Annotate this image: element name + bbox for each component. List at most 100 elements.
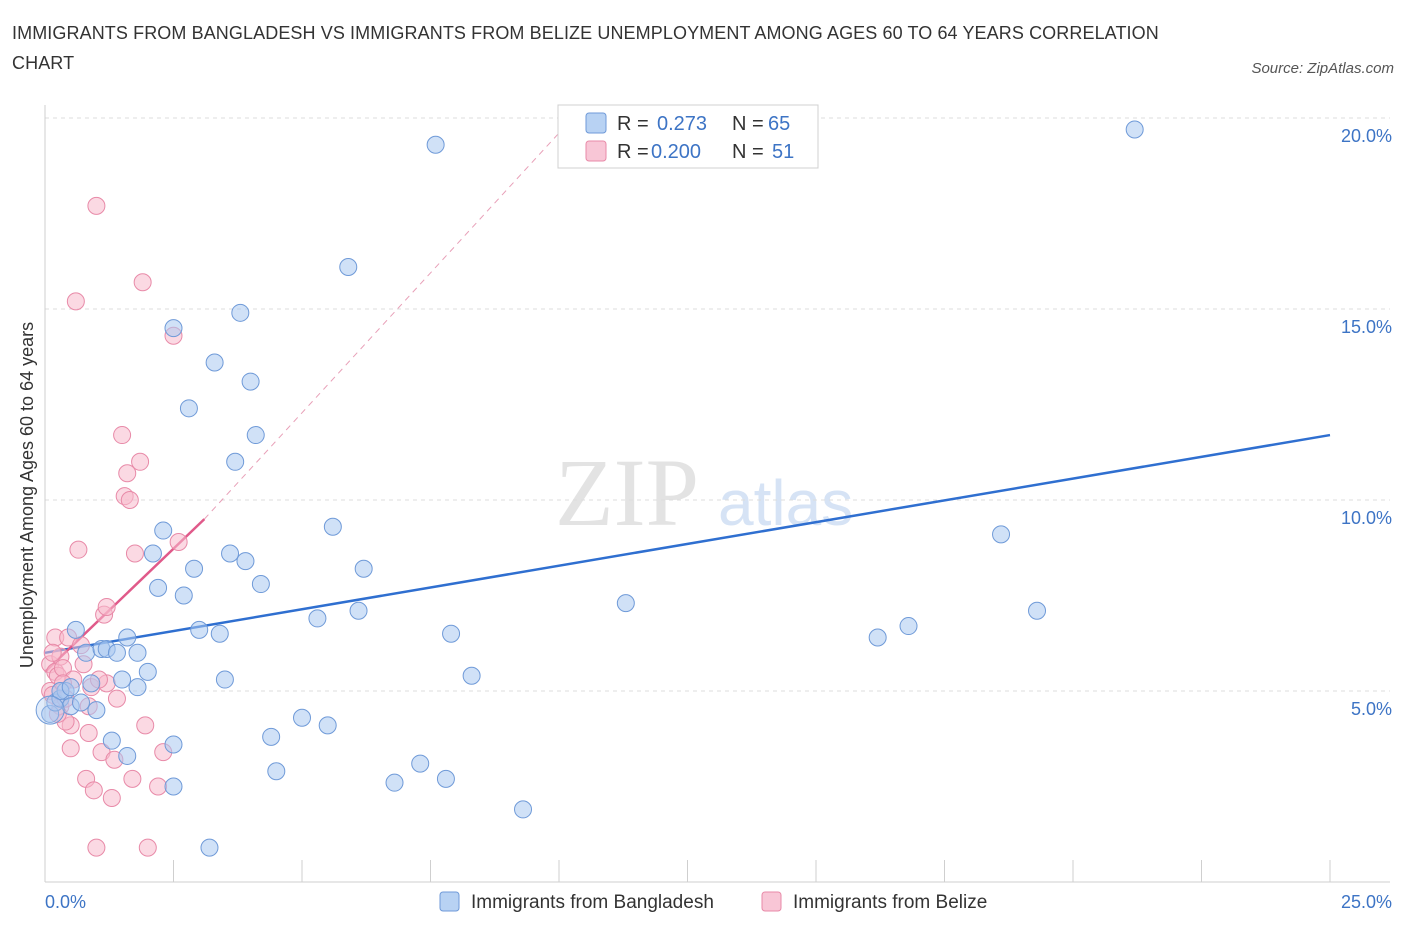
legend-n-label-1: N = — [732, 113, 764, 135]
belize-point-41 — [61, 739, 80, 758]
bangladesh-point-13 — [118, 628, 137, 647]
legend-r-value-1: 0.273 — [657, 113, 707, 135]
bangladesh-point-11 — [107, 643, 126, 662]
belize-point-32 — [125, 544, 144, 563]
bangladesh-point-25 — [185, 559, 204, 578]
chart-source: Source: ZipAtlas.com — [1251, 60, 1394, 77]
bottom-legend: Immigrants from Bangladesh Immigrants fr… — [439, 891, 987, 913]
bangladesh-point-40 — [293, 708, 311, 727]
bangladesh-point-52 — [462, 666, 481, 685]
bangladesh-point-33 — [231, 303, 250, 322]
bangladesh-point-50 — [436, 769, 455, 788]
bangladesh-point-42 — [318, 716, 337, 735]
legend-n-value-1: 65 — [768, 113, 790, 135]
belize-point-43 — [43, 643, 62, 662]
bangladesh-point-15 — [128, 643, 147, 662]
x-tick-label-min: 0.0% — [45, 892, 86, 912]
belize-point-36 — [138, 838, 157, 857]
bangladesh-point-31 — [221, 544, 240, 563]
bangladesh-point-49 — [426, 135, 445, 154]
belize-trend-line-extension — [203, 121, 570, 520]
bangladesh-point-16 — [138, 662, 157, 681]
axes — [44, 105, 1390, 883]
legend-n-label-2: N = — [732, 141, 764, 163]
bangladesh-point-37 — [251, 575, 270, 594]
legend-r-label-2: R = — [617, 141, 649, 163]
bangladesh-point-36 — [246, 426, 265, 445]
legend-n-value-2: 51 — [772, 141, 794, 163]
bangladesh-trend-line — [44, 433, 1331, 655]
bangladesh-point-7 — [82, 674, 101, 693]
bangladesh-point-51 — [442, 624, 461, 643]
bangladesh-point-38 — [262, 727, 281, 746]
bangladesh-point-41 — [308, 609, 327, 628]
bangladesh-point-34 — [236, 552, 255, 571]
bangladesh-point-61 — [71, 693, 90, 712]
bangladesh-point-30 — [215, 670, 234, 689]
bangladesh-point-5 — [66, 620, 85, 639]
bangladesh-point-63 — [118, 746, 137, 765]
bangladesh-point-23 — [174, 586, 193, 605]
belize-point-13 — [66, 292, 85, 311]
bangladesh-point-22 — [164, 319, 183, 338]
belize-point-34 — [133, 273, 152, 292]
belize-point-50 — [120, 491, 139, 509]
bangladesh-point-43 — [323, 517, 342, 536]
y-tick-label-3: 20.0% — [1341, 126, 1392, 146]
belize-point-26 — [102, 788, 121, 807]
bottom-legend-swatch-bangladesh — [439, 891, 460, 912]
bangladesh-point-58 — [1028, 601, 1047, 620]
bangladesh-point-12 — [113, 670, 132, 689]
y-tick-labels: 5.0% 10.0% 15.0% 20.0% — [1341, 126, 1392, 719]
legend-r-label-1: R = — [617, 113, 649, 135]
belize-point-20 — [87, 196, 106, 215]
y-axis-label: Unemployment Among Ages 60 to 64 years — [17, 322, 37, 668]
belize-point-37 — [149, 777, 168, 796]
belize-point-28 — [113, 426, 132, 445]
bangladesh-point-27 — [200, 838, 219, 857]
bangladesh-point-35 — [241, 372, 260, 391]
bangladesh-point-26 — [190, 620, 209, 639]
bangladesh-point-59 — [1125, 120, 1144, 139]
x-tick-labels: 0.0% 25.0% — [45, 892, 1392, 912]
belize-point-47 — [79, 724, 98, 743]
y-tick-label-0: 5.0% — [1351, 699, 1392, 719]
bangladesh-point-64 — [61, 678, 80, 697]
bottom-legend-label-belize: Immigrants from Belize — [793, 892, 987, 913]
bangladesh-point-32 — [226, 452, 245, 471]
bottom-legend-swatch-belize — [761, 891, 782, 912]
bangladesh-point-21 — [164, 777, 183, 796]
bangladesh-point-55 — [868, 628, 887, 647]
bangladesh-point-6 — [77, 643, 96, 662]
bangladesh-point-24 — [179, 399, 198, 418]
bangladesh-point-56 — [899, 617, 918, 636]
bangladesh-point-45 — [349, 601, 368, 620]
bangladesh-point-19 — [154, 521, 173, 540]
belize-point-40 — [169, 533, 188, 552]
belize-point-31 — [123, 769, 142, 788]
belize-point-30 — [118, 464, 137, 483]
bangladesh-point-57 — [992, 525, 1011, 544]
bangladesh-point-47 — [385, 773, 404, 792]
belize-point-48 — [107, 689, 126, 708]
bottom-legend-label-bangladesh: Immigrants from Bangladesh — [471, 892, 714, 913]
grid-lines — [45, 117, 1390, 882]
bangladesh-points — [35, 120, 1144, 857]
bangladesh-point-39 — [267, 762, 286, 781]
chart-title: IMMIGRANTS FROM BANGLADESH VS IMMIGRANTS… — [12, 23, 1159, 73]
legend-swatch-bangladesh — [585, 112, 607, 134]
bangladesh-point-28 — [205, 353, 224, 372]
y-tick-label-2: 15.0% — [1341, 317, 1392, 337]
belize-point-19 — [84, 781, 103, 800]
belize-point-14 — [69, 540, 88, 559]
x-tick-label-max: 25.0% — [1341, 892, 1392, 912]
y-tick-label-1: 10.0% — [1341, 508, 1392, 528]
legend-swatch-belize — [585, 140, 607, 162]
bangladesh-point-17 — [143, 544, 162, 563]
belize-point-33 — [131, 452, 150, 471]
bangladesh-point-62 — [102, 731, 121, 750]
bangladesh-point-53 — [514, 800, 533, 819]
bangladesh-point-44 — [339, 257, 358, 276]
bangladesh-point-cluster — [35, 695, 65, 725]
